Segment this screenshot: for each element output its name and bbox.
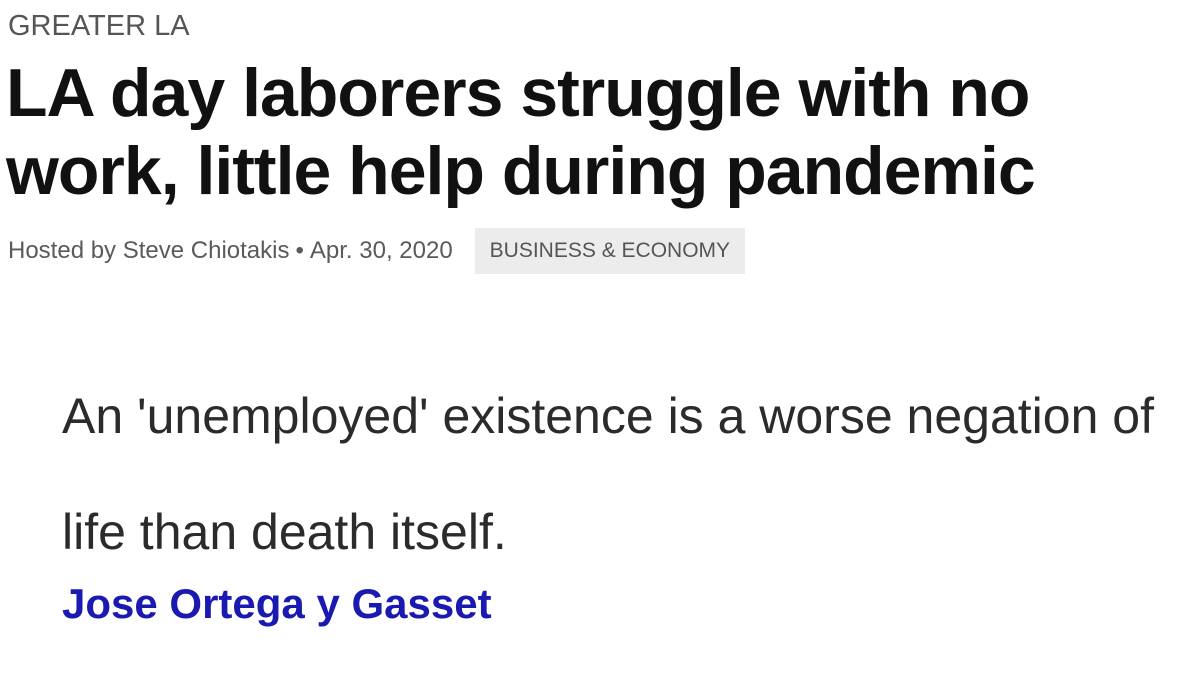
meta-separator: • (295, 237, 304, 264)
publish-date: Apr. 30, 2020 (309, 237, 453, 264)
byline: Hosted by Steve Chiotakis (8, 237, 290, 264)
quote-author: Jose Ortega y Gasset (62, 580, 492, 627)
article-meta: Hosted by Steve Chiotakis • Apr. 30, 202… (8, 228, 746, 274)
section-kicker[interactable]: GREATER LA (8, 10, 190, 42)
article-headline: LA day laborers struggle with no work, l… (6, 55, 1036, 209)
quote-text: An 'unemployed' existence is a worse neg… (62, 388, 1154, 560)
category-tag[interactable]: BUSINESS & ECONOMY (474, 228, 746, 274)
